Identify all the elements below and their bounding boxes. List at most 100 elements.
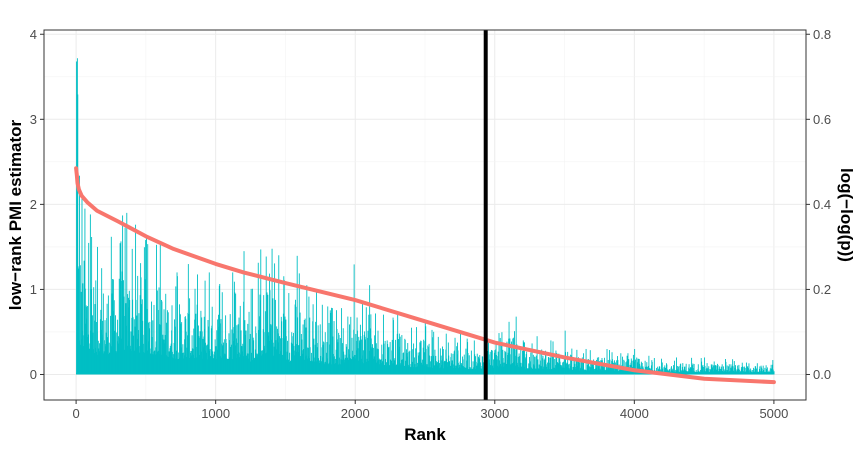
bar: [575, 359, 577, 375]
bar: [296, 255, 298, 375]
bar: [552, 355, 554, 375]
bar: [137, 275, 139, 375]
bar: [239, 305, 241, 375]
bar: [470, 350, 472, 375]
bar: [251, 288, 253, 375]
bar: [692, 368, 694, 375]
bar: [91, 237, 93, 375]
bar: [181, 322, 183, 375]
bar: [175, 286, 177, 375]
bar: [146, 238, 147, 375]
bar: [408, 351, 410, 375]
bar: [462, 359, 464, 375]
grid: [44, 30, 806, 400]
bar: [327, 306, 329, 375]
bar: [423, 339, 425, 375]
bar: [551, 353, 553, 375]
bar: [663, 367, 665, 375]
bar: [613, 363, 615, 375]
bar: [208, 272, 210, 375]
bar: [156, 290, 158, 375]
bar: [742, 366, 744, 375]
bar: [147, 244, 149, 375]
bar: [80, 291, 82, 375]
bar: [237, 324, 239, 375]
bar: [341, 343, 343, 375]
bar: [395, 339, 397, 375]
bar: [349, 324, 350, 375]
bar: [115, 315, 116, 375]
bar: [701, 366, 703, 375]
bar: [673, 365, 675, 375]
bar: [89, 214, 91, 375]
bar: [726, 365, 728, 375]
bar: [399, 336, 401, 375]
bar: [727, 366, 729, 375]
bar: [745, 362, 747, 375]
bar: [498, 333, 500, 375]
bar: [489, 351, 491, 375]
bar: [283, 279, 285, 375]
bar: [389, 342, 391, 375]
bar: [537, 359, 539, 375]
bar: [412, 349, 414, 375]
bar: [324, 332, 326, 375]
bar: [439, 348, 441, 375]
bar: [391, 339, 393, 375]
bar: [319, 324, 321, 375]
bar: [733, 361, 735, 375]
bar: [759, 366, 761, 375]
x-tick-label: 5000: [759, 406, 788, 421]
y2-tick-label: 0.2: [813, 282, 831, 297]
bar: [375, 313, 376, 375]
bar: [606, 349, 608, 375]
bar: [634, 349, 636, 375]
bar: [97, 246, 98, 375]
bar: [766, 367, 768, 375]
bar: [646, 362, 648, 375]
bar: [514, 349, 516, 375]
bar: [771, 368, 773, 375]
bar: [542, 355, 544, 375]
bar: [535, 355, 537, 375]
bar: [388, 346, 390, 375]
bar: [508, 321, 510, 375]
bar: [316, 289, 317, 375]
bar: [732, 366, 734, 375]
bar: [234, 292, 236, 375]
bar: [79, 265, 81, 375]
bar: [328, 344, 330, 375]
bar: [411, 327, 412, 375]
bar: [350, 316, 352, 375]
bar: [488, 341, 489, 375]
bar: [204, 280, 206, 375]
bar: [536, 336, 538, 375]
bar: [95, 280, 97, 375]
bar: [258, 329, 260, 375]
bar: [174, 326, 176, 375]
bar: [321, 304, 323, 375]
bar: [77, 94, 79, 375]
bar: [719, 366, 721, 375]
bar: [149, 321, 151, 375]
bar: [452, 353, 454, 375]
bar: [177, 276, 178, 375]
bar: [685, 363, 687, 375]
bar: [383, 343, 385, 375]
bar: [119, 243, 121, 375]
bar-base: [76, 372, 774, 375]
x-axis: 0 1000 2000 3000 4000 5000: [72, 400, 788, 421]
bar: [153, 304, 155, 375]
bar: [409, 350, 411, 375]
bar: [298, 273, 300, 375]
bar: [339, 338, 341, 375]
bar: [493, 359, 495, 375]
bar: [156, 244, 157, 375]
bar: [219, 284, 221, 375]
bar: [751, 370, 753, 375]
bar: [764, 367, 766, 375]
bar: [368, 314, 370, 375]
bar: [541, 349, 543, 375]
y-tick-label: 3: [30, 112, 37, 127]
